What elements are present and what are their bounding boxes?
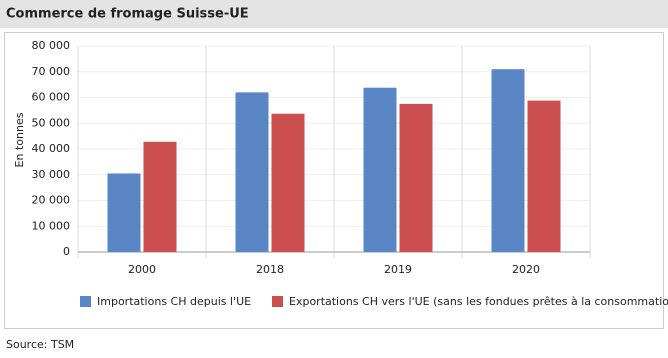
x-tick-label: 2018 [256,263,284,276]
legend-swatch [80,296,91,307]
y-tick-label: 70 000 [32,65,71,78]
x-tick-label: 2020 [512,263,540,276]
y-tick-label: 0 [63,245,70,258]
chart-frame [4,32,664,329]
bar [235,92,269,252]
y-tick-label: 30 000 [32,168,71,181]
source: Source: TSM [6,338,74,351]
bar [491,69,525,252]
x-tick-label: 2000 [128,263,156,276]
y-axis-label: En tonnes [13,112,26,167]
bar [271,113,305,252]
y-tick-label: 60 000 [32,91,71,104]
legend-label: Exportations CH vers l'UE (sans les fond… [289,295,668,308]
legend-swatch [272,296,283,307]
y-tick-label: 10 000 [32,219,71,232]
y-tick-label: 40 000 [32,142,71,155]
bar [527,100,561,252]
bar [363,87,397,252]
y-tick-label: 20 000 [32,194,71,207]
bar [143,141,177,252]
chart-title: Commerce de fromage Suisse-UE [6,7,249,22]
y-tick-label: 50 000 [32,116,71,129]
bar [399,103,433,252]
bar [107,173,141,252]
header-band [0,0,668,28]
x-tick-label: 2019 [384,263,412,276]
legend-label: Importations CH depuis l'UE [97,295,251,308]
y-tick-label: 80 000 [32,39,71,52]
